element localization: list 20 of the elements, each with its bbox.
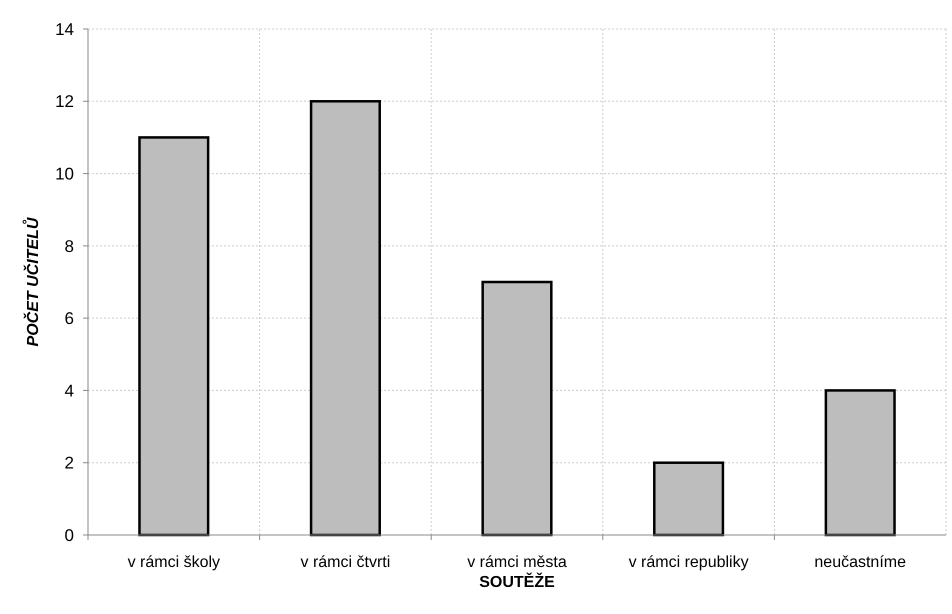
y-tick-label: 0 xyxy=(64,526,74,545)
bar xyxy=(138,136,210,536)
y-tick-label: 10 xyxy=(55,164,74,184)
y-axis-title: POČET UČITELŮ xyxy=(22,217,42,346)
bar xyxy=(310,100,381,536)
x-tick-label: neučastníme xyxy=(814,554,906,571)
bar xyxy=(824,389,896,536)
y-tick-label: 14 xyxy=(55,20,74,39)
bar xyxy=(481,280,553,536)
y-tick-label: 4 xyxy=(64,381,74,400)
x-tick-label: v rámci republiky xyxy=(628,554,749,571)
x-tick-label: v rámci města xyxy=(467,554,567,571)
x-tick-label: v rámci školy xyxy=(128,554,220,571)
x-axis-title: SOUTĚŽE xyxy=(479,572,556,591)
x-tick-label: v rámci čtvrti xyxy=(300,554,390,571)
y-tick-label: 8 xyxy=(64,236,74,256)
y-tick-label: 12 xyxy=(55,92,74,112)
bar xyxy=(653,461,724,536)
y-tick-label: 6 xyxy=(64,309,74,328)
y-tick-label: 2 xyxy=(64,454,74,473)
